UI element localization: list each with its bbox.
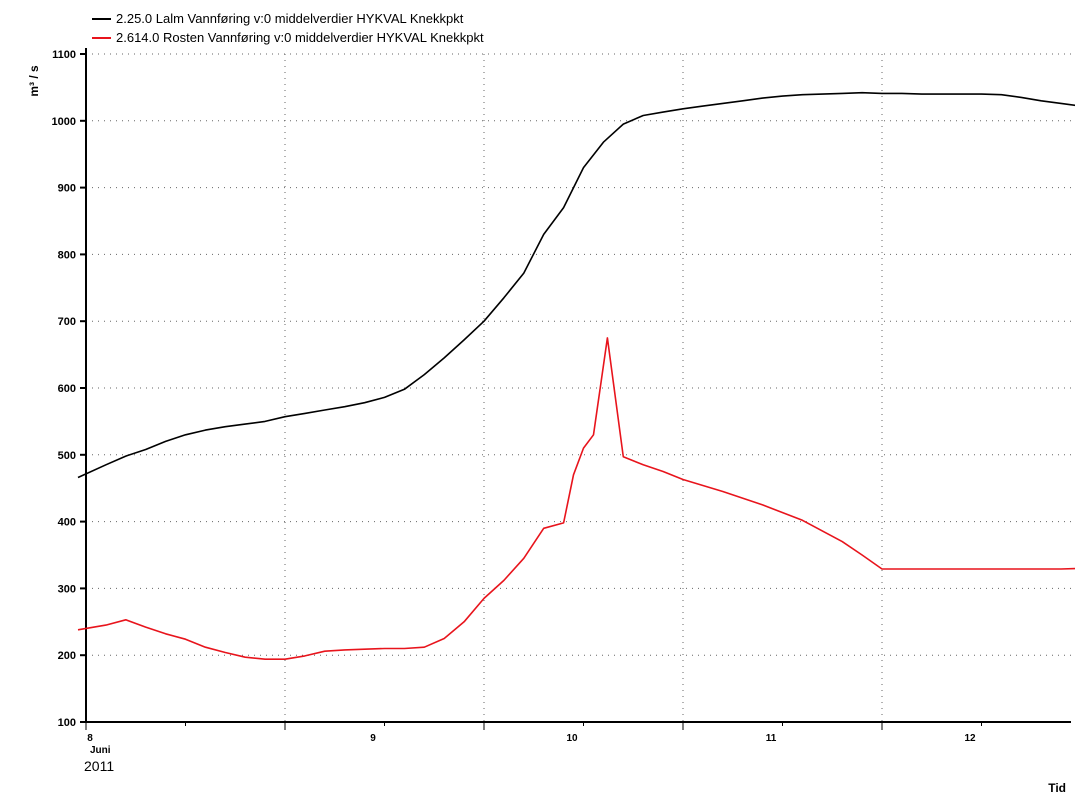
x-tick-year-label: 2011 [84,758,114,774]
grid-lines [86,53,1071,722]
legend-item-rosten: 2.614.0 Rosten Vannføring v:0 middelverd… [92,28,484,47]
y-tick-label: 800 [58,249,76,261]
y-tick-label: 1100 [52,49,76,61]
y-tick-label: 1000 [52,116,76,128]
legend-label-rosten: 2.614.0 Rosten Vannføring v:0 middelverd… [116,30,484,45]
y-tick-label: 900 [58,183,76,195]
legend-item-lalm: 2.25.0 Lalm Vannføring v:0 middelverdier… [92,9,484,28]
x-tick-label: 11 [766,733,777,744]
legend-label-lalm: 2.25.0 Lalm Vannføring v:0 middelverdier… [116,11,464,26]
x-tick-label: 12 [964,733,976,744]
x-axis-label: Tid [1048,781,1066,795]
y-tick-label: 600 [58,383,76,395]
y-tick-label: 400 [58,517,76,529]
legend: 2.25.0 Lalm Vannføring v:0 middelverdier… [92,9,484,47]
y-tick-label: 300 [58,583,76,595]
legend-swatch-lalm [92,17,111,20]
series-line-1 [77,337,1075,661]
y-axis-ticks: 100 200 300 400 500 600 700 800 900 1000 1100 [52,49,86,729]
y-tick-label: 700 [58,316,76,328]
y-tick-label: 200 [58,650,76,662]
y-tick-label: 500 [58,450,76,462]
axes [85,48,1071,723]
x-tick-month-label: Juni [90,745,111,756]
y-axis-label: m³ / s [27,65,41,97]
y-tick-label: 100 [58,717,76,729]
series-line-0 [77,91,1075,479]
legend-swatch-rosten [92,36,111,39]
series-lines [77,91,1075,661]
x-tick-label: 10 [566,733,578,744]
x-tick-label: 9 [370,733,376,744]
x-tick-label: 8 [87,733,93,744]
